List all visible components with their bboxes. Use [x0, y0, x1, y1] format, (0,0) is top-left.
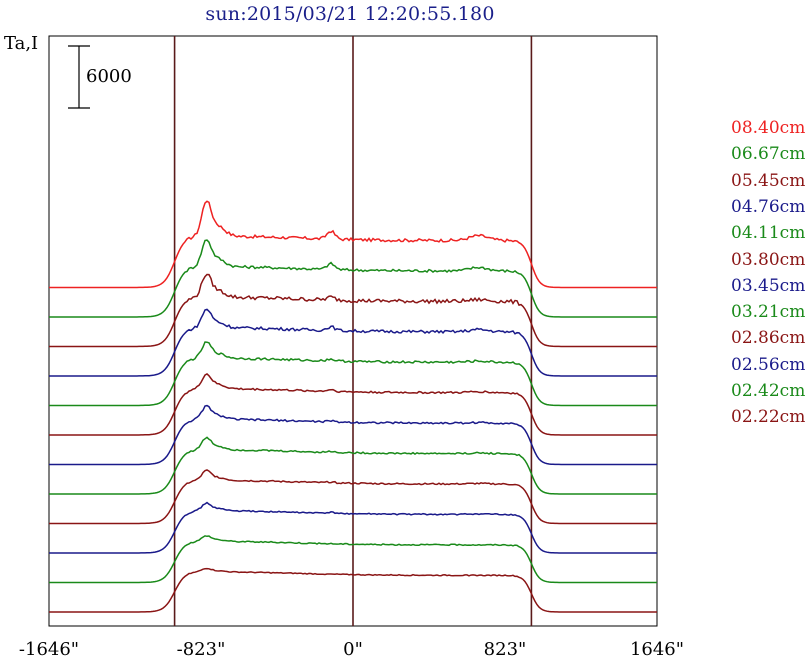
x-tick-labels: -1646" -823" 0" 823" 1646" — [19, 639, 684, 660]
legend-item: 04.76cm — [731, 196, 806, 217]
legend-item: 08.40cm — [731, 118, 806, 138]
x-tick-label: 0" — [343, 639, 363, 660]
legend-item: 02.56cm — [731, 354, 806, 375]
series-line-02.86cm — [49, 469, 657, 525]
legend-item: 03.80cm — [731, 249, 806, 270]
scale-bar-label: 6000 — [86, 66, 132, 87]
x-tick-label: 823" — [484, 639, 527, 660]
legend-item: 04.11cm — [731, 223, 806, 244]
scale-bar: 6000 — [68, 45, 132, 109]
legend-item: 02.86cm — [731, 328, 806, 349]
legend-item: 03.45cm — [731, 275, 806, 296]
chart-title: sun:2015/03/21 12:20:55.180 — [205, 3, 495, 25]
series-line-06.67cm — [49, 239, 657, 318]
legend-item: 05.45cm — [731, 170, 806, 191]
series-line-03.45cm — [49, 404, 657, 466]
legend-item: 02.22cm — [731, 407, 806, 428]
series-lines — [49, 200, 657, 613]
series-line-02.42cm — [49, 535, 657, 584]
x-tick-label: -823" — [177, 639, 226, 660]
series-line-03.21cm — [49, 436, 657, 495]
series-line-04.76cm — [49, 308, 657, 377]
series-line-05.45cm — [49, 273, 657, 348]
series-line-03.80cm — [49, 372, 657, 436]
series-line-02.22cm — [49, 567, 657, 613]
x-tick-label: 1646" — [630, 639, 684, 660]
x-tick-label: -1646" — [19, 639, 79, 660]
y-axis-label: Ta,I — [4, 33, 39, 54]
series-line-08.40cm — [49, 200, 657, 289]
legend-item: 03.21cm — [731, 302, 806, 323]
series-line-02.56cm — [49, 501, 657, 554]
series-line-04.11cm — [49, 341, 657, 407]
legend-item: 02.42cm — [731, 381, 806, 401]
legend-item: 06.67cm — [731, 144, 806, 165]
